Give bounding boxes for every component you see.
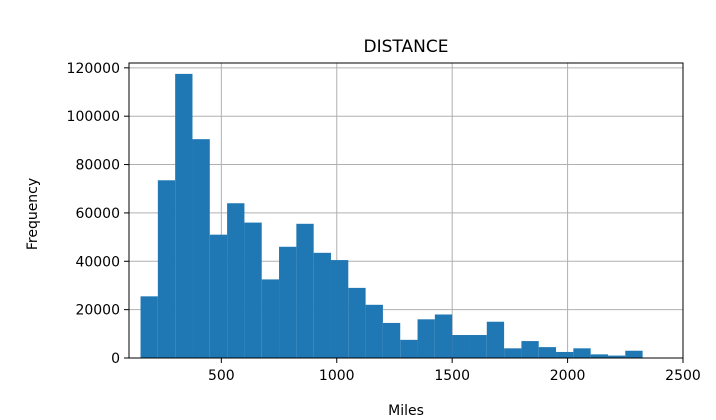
y-tick-label: 20000 <box>75 303 120 319</box>
histogram-bar <box>330 260 349 358</box>
x-tick-label: 1000 <box>319 368 355 384</box>
histogram-bar <box>625 350 643 358</box>
histogram-bar <box>400 339 418 358</box>
histogram-bar <box>556 351 574 358</box>
histogram-bar <box>192 139 210 358</box>
histogram-bar <box>140 296 158 358</box>
histogram-bar <box>573 348 591 358</box>
histogram-bar <box>417 319 435 358</box>
histogram-bar <box>365 304 383 358</box>
histogram-bar <box>227 203 245 358</box>
y-tick-label: 80000 <box>75 158 120 174</box>
histogram-bar <box>486 321 505 358</box>
y-tick-label: 60000 <box>75 206 120 222</box>
x-axis-title: Miles <box>388 403 424 419</box>
histogram-bar <box>521 341 539 358</box>
histogram-bar <box>538 347 557 358</box>
y-axis-ticks: 0 20000 40000 60000 80000 100000 120000 <box>67 61 129 367</box>
bars <box>140 73 643 358</box>
y-axis-title: Frequency <box>25 178 41 250</box>
y-tick-label: 120000 <box>67 61 120 77</box>
histogram-bar <box>279 246 297 358</box>
histogram-bar <box>452 335 470 358</box>
x-axis-ticks: 500 1000 1500 2000 2500 <box>208 358 701 384</box>
histogram-bar <box>209 234 228 358</box>
x-tick-label: 2000 <box>550 368 586 384</box>
histogram-bar <box>469 335 487 358</box>
histogram-bar <box>382 322 401 358</box>
histogram-bar <box>261 279 280 358</box>
chart-title: DISTANCE <box>364 37 449 57</box>
x-tick-label: 2500 <box>665 368 701 384</box>
histogram-bar <box>504 348 522 358</box>
histogram-bar <box>244 222 262 358</box>
histogram-bar <box>590 354 608 358</box>
x-tick-label: 500 <box>208 368 235 384</box>
histogram-bar <box>434 314 453 358</box>
histogram-bar <box>175 73 193 358</box>
histogram-bar <box>348 287 366 358</box>
plot-area-frame <box>128 62 684 359</box>
histogram-bar <box>313 252 331 358</box>
histogram-bar <box>607 355 626 358</box>
y-tick-label: 100000 <box>67 109 120 125</box>
x-tick-label: 1500 <box>434 368 470 384</box>
histogram-bar <box>157 180 176 358</box>
y-tick-label: 40000 <box>75 254 120 270</box>
y-tick-label: 0 <box>111 351 120 367</box>
histogram-bar <box>296 223 314 358</box>
